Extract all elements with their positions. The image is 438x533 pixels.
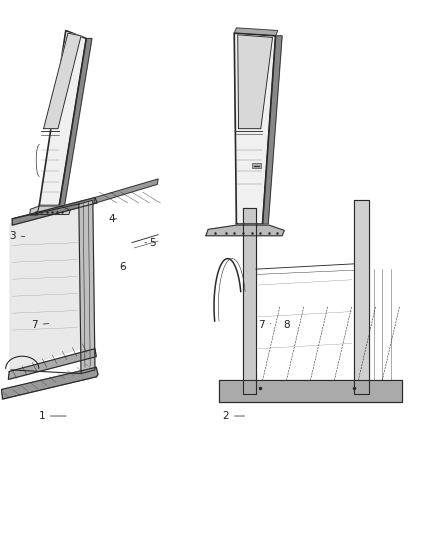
Text: 7: 7	[258, 320, 271, 330]
Polygon shape	[1, 367, 98, 399]
Polygon shape	[39, 30, 86, 206]
Polygon shape	[10, 203, 93, 370]
Bar	[252, 163, 261, 168]
Polygon shape	[219, 381, 402, 402]
Polygon shape	[238, 35, 272, 128]
Polygon shape	[59, 38, 92, 206]
Polygon shape	[354, 200, 369, 394]
Polygon shape	[234, 33, 276, 224]
Text: 2: 2	[223, 411, 244, 421]
Text: 1: 1	[39, 411, 66, 421]
Polygon shape	[206, 225, 284, 236]
Polygon shape	[44, 33, 81, 128]
Text: 5: 5	[145, 238, 156, 248]
Text: 3: 3	[9, 231, 25, 241]
Text: 7: 7	[31, 320, 49, 330]
Text: 4: 4	[108, 214, 117, 224]
Polygon shape	[8, 349, 96, 379]
Polygon shape	[94, 179, 158, 204]
Polygon shape	[79, 200, 95, 374]
Polygon shape	[234, 28, 278, 36]
Text: 8: 8	[283, 320, 290, 330]
Polygon shape	[12, 198, 97, 225]
Polygon shape	[262, 36, 282, 224]
Text: 6: 6	[119, 262, 126, 271]
Polygon shape	[30, 206, 70, 215]
Polygon shape	[243, 208, 256, 394]
